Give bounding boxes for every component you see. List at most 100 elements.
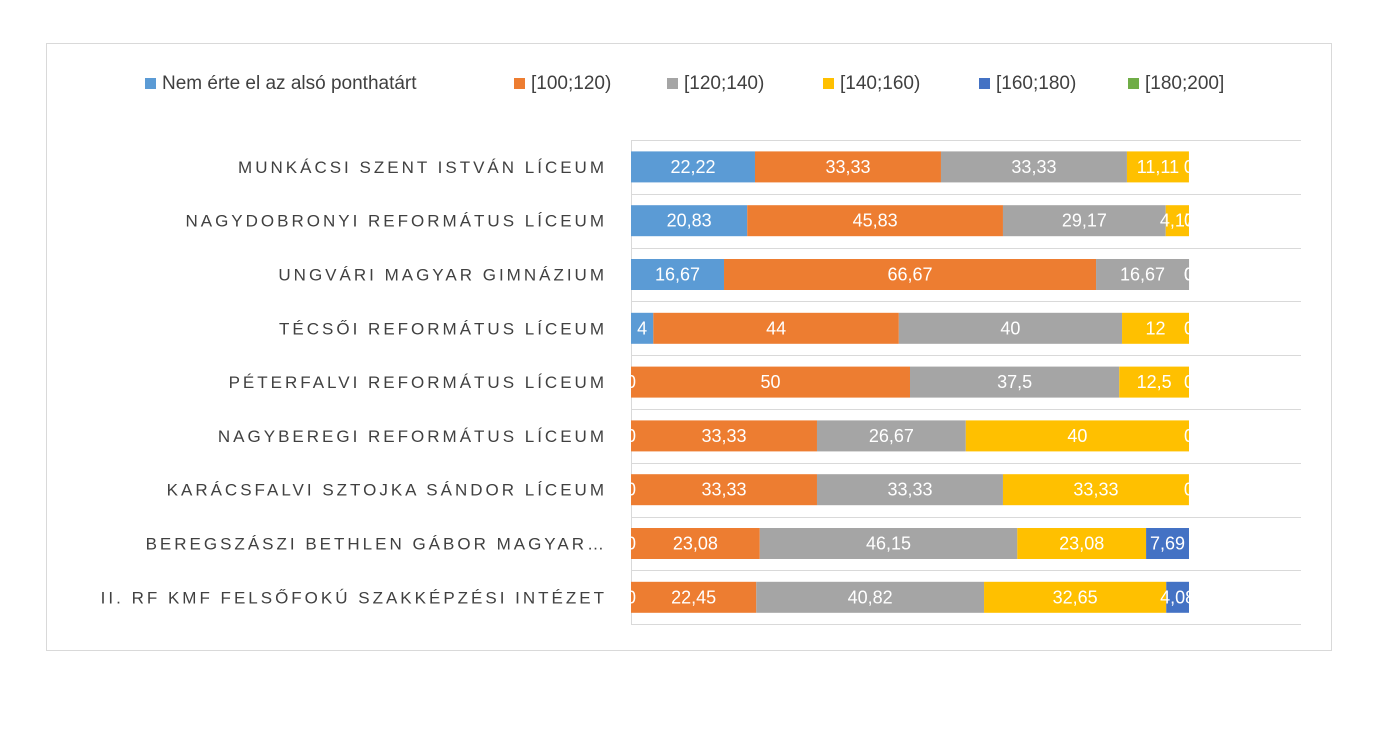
data-label: 33,33 bbox=[1073, 480, 1118, 500]
legend-swatch bbox=[145, 78, 156, 89]
bar-segment bbox=[631, 366, 910, 398]
legend-label: [140;160) bbox=[840, 73, 920, 94]
category-label: NAGYDOBRONYI REFORMÁTUS LÍCEUM bbox=[185, 212, 607, 231]
data-label: 0 bbox=[626, 372, 636, 392]
chart-frame: Nem érte el az alsó ponthatárt [100;120) [… bbox=[46, 43, 1332, 651]
data-label: 44 bbox=[766, 318, 786, 338]
bar-segment bbox=[724, 259, 1097, 290]
bar-segment bbox=[631, 205, 748, 237]
bar-segment bbox=[1166, 581, 1189, 613]
category-label: BEREGSZÁSZI BETHLEN GÁBOR MAGYAR… bbox=[146, 535, 607, 554]
legend-swatch bbox=[667, 78, 678, 89]
data-label: 23,08 bbox=[1059, 534, 1104, 554]
data-label: 16,67 bbox=[1120, 265, 1165, 285]
data-label: 32,65 bbox=[1053, 587, 1098, 607]
bar-segment bbox=[984, 581, 1167, 613]
data-label: 45,83 bbox=[853, 211, 898, 231]
bar-segment bbox=[910, 366, 1120, 398]
legend-label: Nem érte el az alsó ponthatárt bbox=[162, 73, 417, 94]
bar-segment bbox=[1126, 151, 1189, 183]
data-label: 33,33 bbox=[701, 426, 746, 446]
bar-segment bbox=[1017, 528, 1147, 559]
legend-swatch bbox=[823, 78, 834, 89]
data-label: 0 bbox=[1184, 265, 1194, 285]
bar-segment bbox=[631, 312, 654, 344]
bar-segment bbox=[1146, 528, 1189, 559]
legend-swatch bbox=[979, 78, 990, 89]
data-label: 33,33 bbox=[1011, 157, 1056, 177]
data-label: 33,33 bbox=[887, 480, 932, 500]
data-label: 33,33 bbox=[701, 480, 746, 500]
data-label: 0 bbox=[626, 480, 636, 500]
data-label: 26,67 bbox=[869, 426, 914, 446]
legend: Nem érte el az alsó ponthatárt [100;120) [… bbox=[145, 73, 1224, 94]
data-label: 4 bbox=[637, 318, 647, 338]
bar-segment bbox=[1122, 312, 1189, 344]
legend-swatch bbox=[1128, 78, 1139, 89]
bar-segment bbox=[816, 420, 966, 452]
data-label: 0 bbox=[1184, 211, 1194, 231]
legend-label: [120;140) bbox=[684, 73, 764, 94]
bar-segment bbox=[898, 312, 1123, 344]
bar-segment bbox=[631, 259, 725, 290]
data-label: 0 bbox=[1184, 426, 1194, 446]
category-label: NAGYBEREGI REFORMÁTUS LÍCEUM bbox=[218, 427, 607, 446]
data-label: 50 bbox=[760, 372, 780, 392]
legend-label: [100;120) bbox=[531, 73, 611, 94]
bar-segment bbox=[816, 474, 1003, 506]
bar-segment bbox=[631, 151, 755, 183]
data-label: 22,45 bbox=[671, 587, 716, 607]
bar-segment bbox=[631, 420, 817, 452]
data-label: 12 bbox=[1146, 318, 1166, 338]
legend-label: [160;180) bbox=[996, 73, 1076, 94]
data-label: 20,83 bbox=[667, 211, 712, 231]
data-label: 29,17 bbox=[1062, 211, 1107, 231]
data-label: 0 bbox=[1184, 265, 1194, 285]
bar-segment bbox=[754, 151, 941, 183]
data-label: 0 bbox=[626, 534, 636, 554]
bar-labels: 22,22 33,33 33,33 11,11 020,83 45,83 29,17 4,17… bbox=[626, 157, 1195, 607]
stacked-bar-chart: Nem érte el az alsó ponthatárt [100;120) [… bbox=[101, 73, 1301, 625]
category-labels: MUNKÁCSI SZENT ISTVÁN LÍCEUM NAGYDOBRONYI… bbox=[101, 158, 607, 607]
data-label: 33,33 bbox=[825, 157, 870, 177]
data-label: 46,15 bbox=[866, 534, 911, 554]
category-label: II. RF KMF FELSŐFOKÚ SZAKKÉPZÉSI INTÉZET bbox=[101, 588, 607, 607]
bar-segment bbox=[631, 528, 760, 559]
data-label: 40 bbox=[1000, 318, 1020, 338]
data-label: 22,22 bbox=[670, 157, 715, 177]
bar-segment bbox=[1165, 205, 1189, 237]
bar-segment bbox=[631, 474, 817, 506]
data-label: 0 bbox=[1184, 157, 1194, 177]
bar-segment bbox=[1002, 205, 1166, 237]
bar-segment bbox=[756, 581, 985, 613]
category-label: MUNKÁCSI SZENT ISTVÁN LÍCEUM bbox=[238, 158, 607, 177]
bar-segment bbox=[1002, 474, 1189, 506]
data-label: 0 bbox=[1184, 480, 1194, 500]
data-label: 11,11 bbox=[1137, 157, 1179, 177]
data-label: 0 bbox=[1184, 372, 1194, 392]
data-label: 7,69 bbox=[1150, 534, 1185, 554]
data-label: 66,67 bbox=[888, 265, 933, 285]
data-label: 0 bbox=[1184, 318, 1194, 338]
data-label: 40 bbox=[1067, 426, 1087, 446]
bar-segment bbox=[747, 205, 1003, 237]
bar-segment bbox=[965, 420, 1189, 452]
legend-label: [180;200] bbox=[1145, 73, 1224, 94]
data-label: 4,08 bbox=[1160, 587, 1195, 607]
data-label: 4,17 bbox=[1160, 211, 1195, 231]
bar-segment bbox=[1096, 259, 1190, 290]
data-label: 16,67 bbox=[655, 265, 700, 285]
bar-segment bbox=[1119, 366, 1189, 398]
data-label: 0 bbox=[626, 426, 636, 446]
bar-segment bbox=[759, 528, 1018, 559]
category-label: TÉCSŐI REFORMÁTUS LÍCEUM bbox=[279, 319, 607, 338]
bar-segment bbox=[631, 581, 757, 613]
category-label: KARÁCSFALVI SZTOJKA SÁNDOR LÍCEUM bbox=[167, 481, 607, 500]
legend-swatch bbox=[514, 78, 525, 89]
data-label: 37,5 bbox=[997, 372, 1032, 392]
data-label: 23,08 bbox=[673, 534, 718, 554]
bar-segment bbox=[940, 151, 1127, 183]
category-label: PÉTERFALVI REFORMÁTUS LÍCEUM bbox=[229, 373, 607, 392]
data-label: 0 bbox=[626, 587, 636, 607]
category-label: UNGVÁRI MAGYAR GIMNÁZIUM bbox=[278, 266, 607, 285]
